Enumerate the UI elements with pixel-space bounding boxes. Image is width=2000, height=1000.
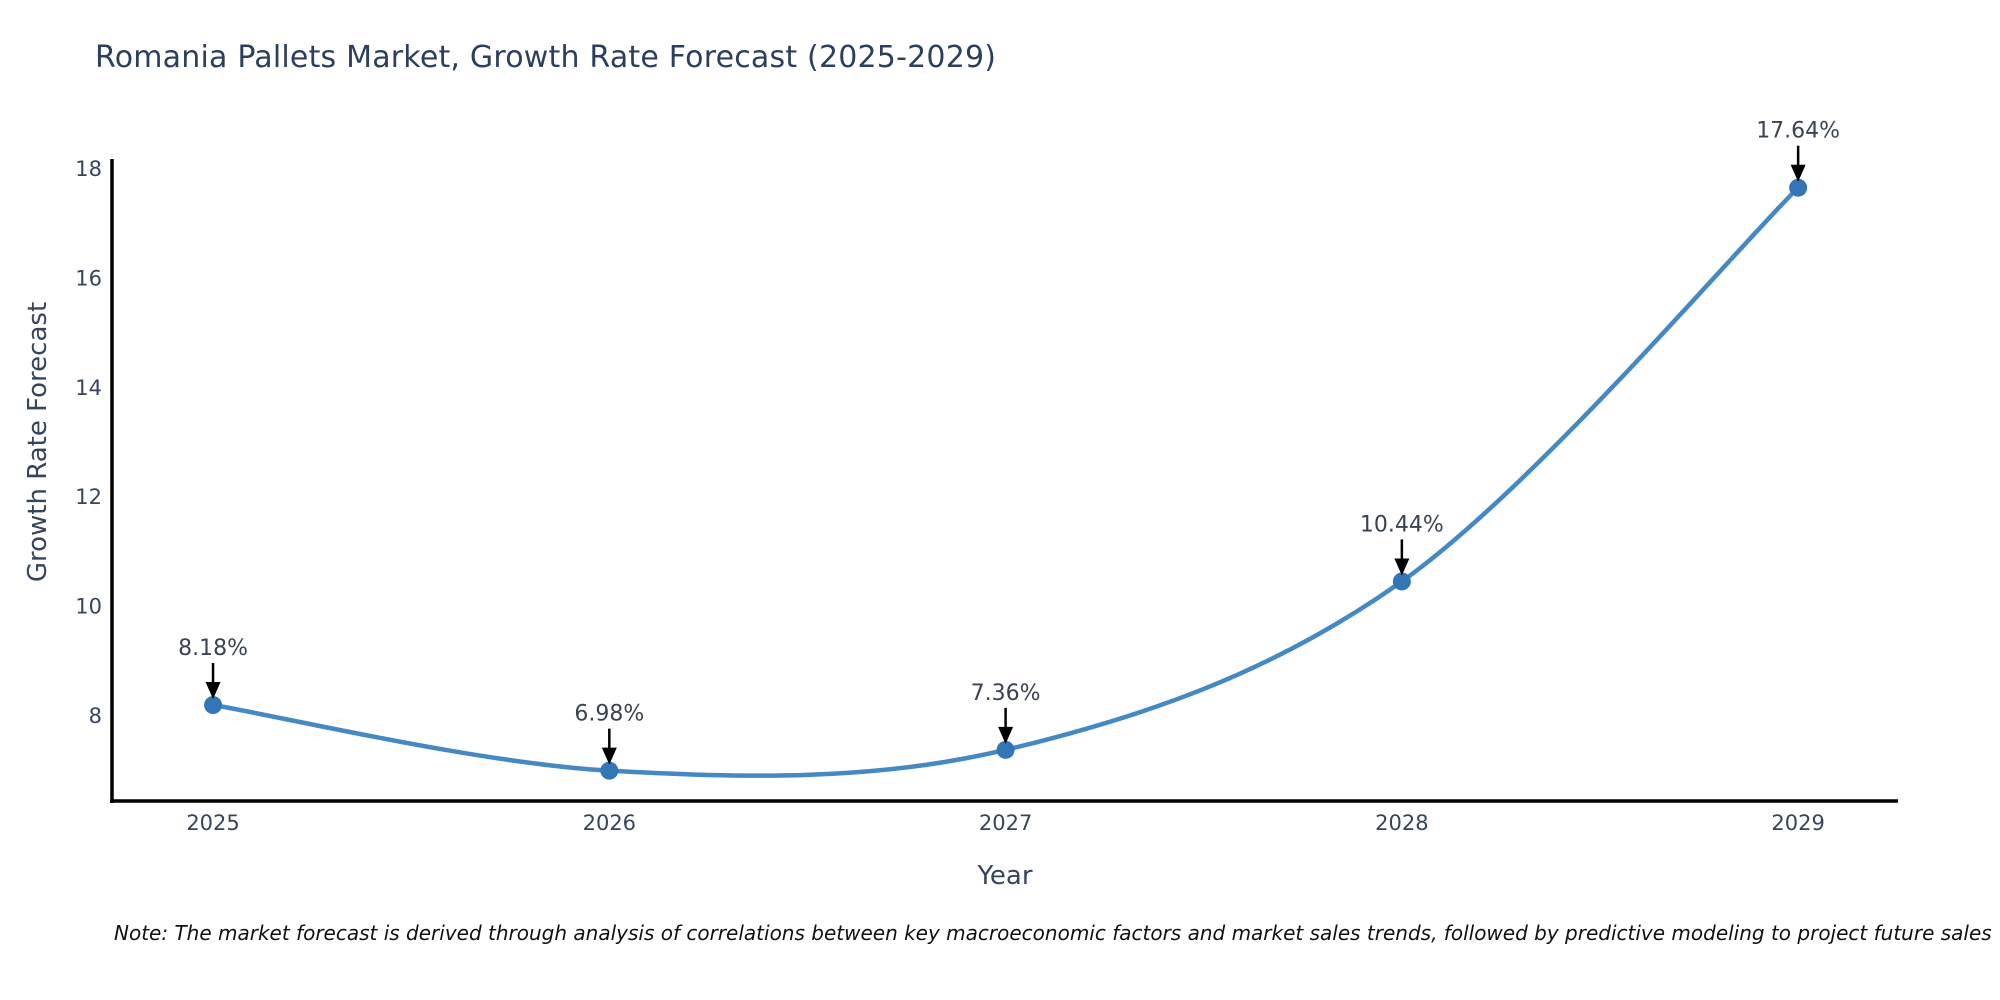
y-tick-label: 16 bbox=[75, 266, 102, 290]
annotation-arrowhead bbox=[601, 747, 617, 765]
annotation-arrowhead bbox=[1790, 164, 1806, 182]
data-point bbox=[996, 740, 1015, 759]
annotation-arrowhead bbox=[1394, 558, 1410, 576]
annotation-arrowhead bbox=[205, 682, 221, 700]
data-point-label: 6.98% bbox=[574, 702, 644, 727]
data-point bbox=[1392, 572, 1411, 591]
data-point-label: 10.44% bbox=[1360, 512, 1444, 537]
data-point-label: 8.18% bbox=[178, 636, 248, 661]
x-axis-label: Year bbox=[977, 861, 1033, 891]
chart-title: Romania Pallets Market, Growth Rate Fore… bbox=[95, 40, 997, 75]
data-point-label: 17.64% bbox=[1756, 119, 1840, 144]
annotation-arrowhead bbox=[998, 726, 1014, 744]
x-tick-label: 2029 bbox=[1771, 811, 1824, 835]
x-tick-label: 2027 bbox=[979, 811, 1032, 835]
data-point bbox=[1789, 178, 1808, 197]
x-tick-label: 2025 bbox=[186, 811, 239, 835]
data-point bbox=[600, 761, 619, 780]
y-tick-label: 12 bbox=[75, 485, 102, 509]
data-point bbox=[204, 696, 223, 715]
y-tick-label: 10 bbox=[75, 595, 102, 619]
x-tick-label: 2028 bbox=[1375, 811, 1428, 835]
forecast-line bbox=[210, 185, 1801, 778]
y-tick-label: 14 bbox=[75, 376, 102, 400]
data-point-label: 7.36% bbox=[971, 681, 1041, 706]
footnote: Note: The market forecast is derived thr… bbox=[114, 921, 1992, 945]
x-tick-label: 2026 bbox=[583, 811, 636, 835]
y-tick-label: 18 bbox=[75, 157, 102, 181]
y-tick-label: 8 bbox=[89, 704, 102, 728]
